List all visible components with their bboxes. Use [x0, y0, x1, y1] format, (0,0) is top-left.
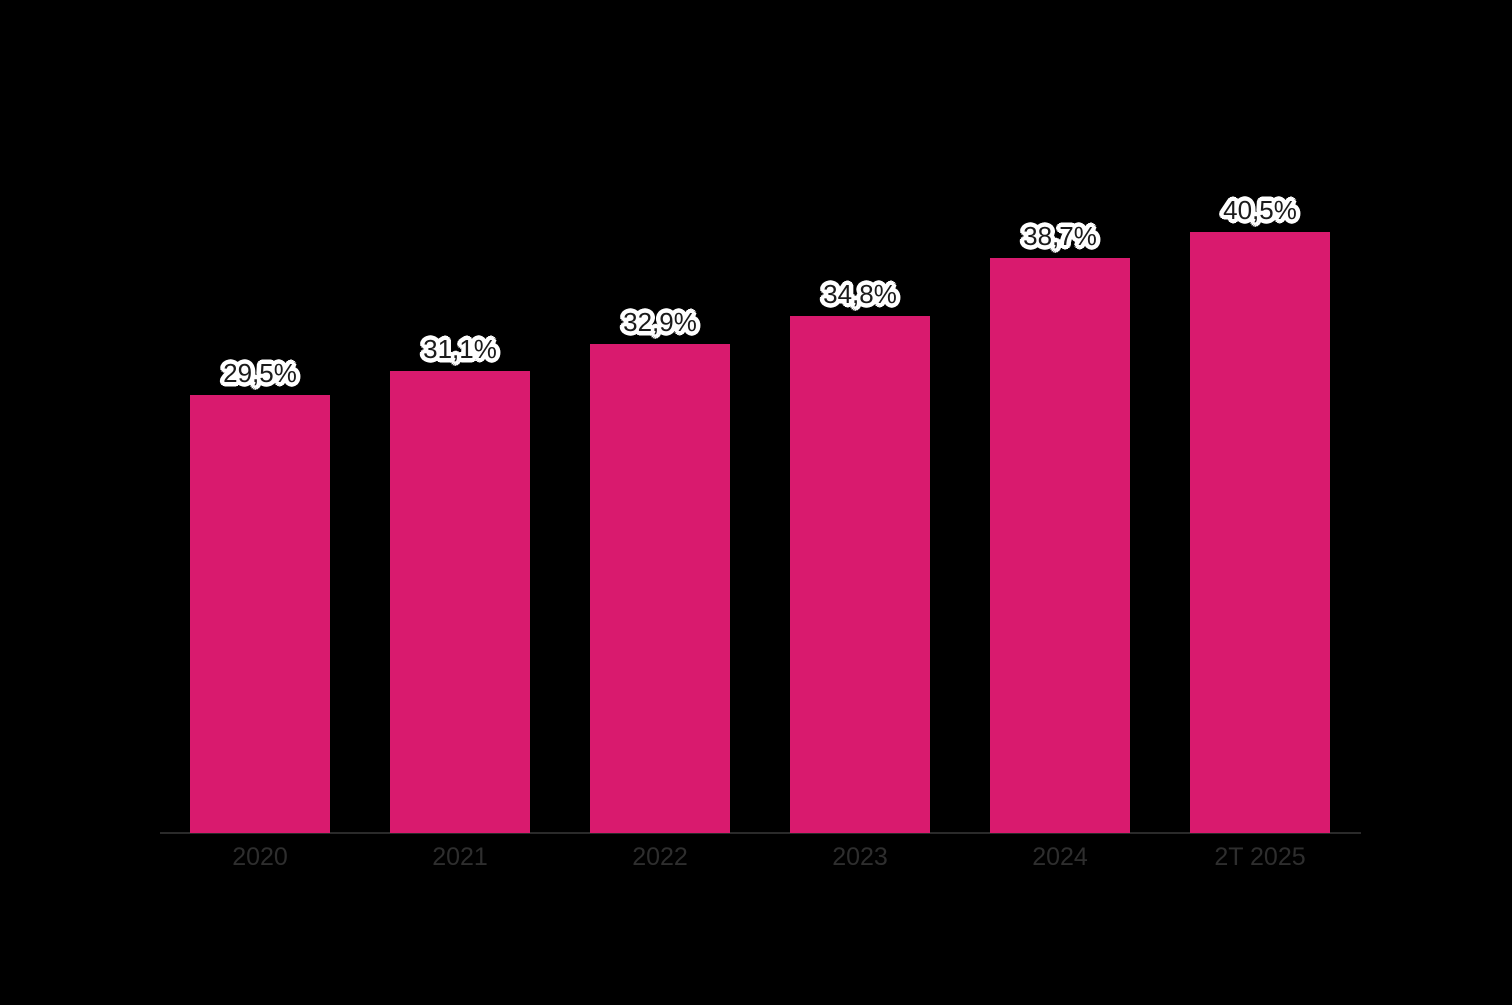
bar-value-label: 29,5%	[223, 358, 297, 388]
bar-2020	[190, 395, 330, 833]
x-tick-label: 2020	[232, 843, 288, 871]
x-tick-label: 2T 2025	[1214, 843, 1306, 871]
x-tick-label: 2024	[1032, 843, 1088, 871]
x-tick-label: 2021	[432, 843, 488, 871]
bar-value-label: 32,9%	[623, 307, 697, 337]
bar-2021	[390, 371, 530, 833]
bar-value-label: 34,8%	[823, 279, 897, 309]
bar-2023	[790, 316, 930, 833]
bar-2022	[590, 344, 730, 833]
bar-2t-2025	[1190, 232, 1330, 833]
bar-value-label: 40,5%	[1223, 195, 1297, 225]
x-tick-label: 2023	[832, 843, 888, 871]
bar-2024	[990, 258, 1130, 833]
bar-value-label: 31,1%	[423, 334, 497, 364]
bar-value-label: 38,7%	[1023, 221, 1097, 251]
x-axis-line	[160, 832, 1361, 834]
x-tick-label: 2022	[632, 843, 688, 871]
